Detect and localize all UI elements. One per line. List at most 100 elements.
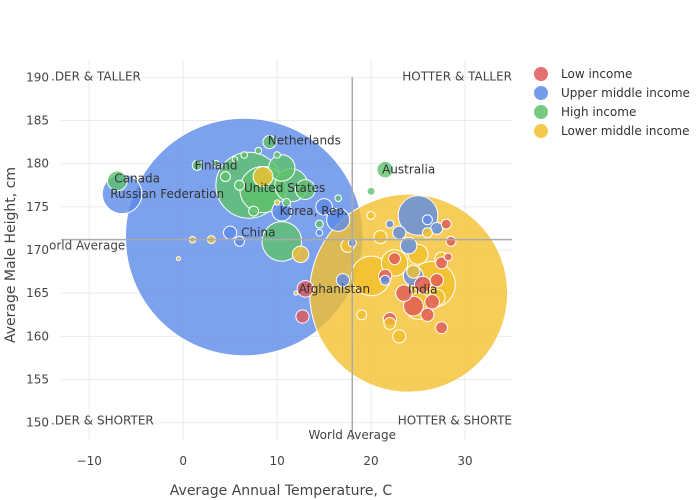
bubble-lower-middle-income[interactable] [273, 199, 281, 206]
legend-marker [534, 86, 548, 100]
y-tick-label: 150 [26, 416, 49, 430]
x-tick-label: 0 [179, 454, 187, 468]
country-label: United States [244, 181, 325, 195]
quadrant-label: HOTTER & TALLER [402, 69, 512, 83]
bubble-low-income[interactable] [295, 309, 310, 324]
bubble-high-income[interactable] [334, 194, 342, 202]
y-tick-label: 175 [26, 200, 49, 214]
bubble-upper-middle-income[interactable] [397, 195, 439, 236]
legend-marker [534, 124, 548, 138]
quadrant-label: HOTTER & SHORTE [398, 414, 512, 428]
bubble-low-income[interactable] [440, 218, 452, 230]
bubble-low-income[interactable] [402, 295, 424, 317]
bubble-high-income[interactable] [366, 186, 376, 196]
bubble-low-income[interactable] [445, 235, 457, 247]
bubble-high-income[interactable] [212, 159, 220, 168]
bubble-lower-middle-income[interactable] [293, 290, 299, 296]
country-label: Finland [195, 158, 238, 172]
bubble-upper-middle-income[interactable] [421, 214, 433, 226]
bubble-high-income[interactable] [376, 160, 394, 179]
bubble-high-income[interactable] [231, 156, 238, 163]
bubble-high-income[interactable] [262, 134, 277, 150]
legend-item[interactable]: High income [534, 105, 636, 119]
legend-marker [534, 105, 548, 119]
quadrant-label: .DER & SHORTER [51, 414, 154, 428]
country-label: Afghanistan [299, 282, 370, 296]
bubble-lower-middle-income[interactable] [373, 229, 388, 245]
bubble-low-income[interactable] [420, 307, 435, 322]
bubble-high-income[interactable] [294, 179, 316, 200]
bubble-high-income[interactable] [254, 146, 263, 155]
bubble-upper-middle-income[interactable] [385, 219, 395, 229]
bubble-high-income[interactable] [248, 205, 260, 217]
y-tick-label: 160 [26, 329, 49, 343]
bubble-high-income[interactable] [234, 179, 245, 191]
country-label: Netherlands [268, 133, 341, 147]
bubble-high-income[interactable] [106, 170, 128, 192]
bubble-low-income[interactable] [395, 284, 413, 302]
bubble-upper-middle-income[interactable] [223, 225, 238, 240]
bubble-low-income[interactable] [388, 252, 401, 266]
bubble-high-income[interactable] [273, 151, 281, 159]
y-tick-label: 185 [26, 113, 49, 127]
country-label: Russian Federation [110, 187, 224, 201]
bubble-high-income[interactable] [261, 221, 303, 262]
bubble-low-income[interactable] [413, 275, 432, 294]
y-tick-label: 170 [26, 243, 49, 257]
bubble-upper-middle-income[interactable] [335, 273, 350, 288]
legend-label: Upper middle income [561, 86, 690, 100]
legend-label: Low income [561, 67, 632, 81]
legend-label: Lower middle income [561, 124, 690, 138]
legend[interactable]: Low income Upper middle income High income… [534, 67, 690, 138]
bubble-upper-middle-income[interactable] [326, 207, 351, 232]
bubble-low-income[interactable] [296, 280, 315, 298]
reference-lines [61, 77, 512, 440]
bubble-upper-middle-income[interactable] [392, 225, 407, 240]
bubble-lower-middle-income[interactable] [252, 166, 274, 187]
bubbles [101, 117, 509, 393]
bubble-lower-middle-income[interactable] [366, 210, 376, 220]
country-label: Korea, Rep. [280, 204, 348, 218]
bubble-upper-middle-income[interactable] [399, 236, 418, 255]
bubble-high-income[interactable] [219, 171, 231, 183]
bubble-low-income[interactable] [435, 321, 448, 335]
y-tick-label: 155 [26, 373, 49, 387]
bubble-upper-middle-income[interactable] [430, 221, 444, 235]
country-label: China [241, 226, 275, 240]
legend-item[interactable]: Lower middle income [534, 124, 690, 138]
bubble-low-income[interactable] [443, 252, 453, 262]
bubble-lower-middle-income[interactable] [392, 329, 407, 344]
legend-item[interactable]: Upper middle income [534, 86, 690, 100]
y-tick-label: 165 [26, 286, 49, 300]
bubble-lower-middle-income[interactable] [356, 309, 368, 321]
bubble-upper-middle-income[interactable] [379, 274, 391, 286]
bubble-low-income[interactable] [429, 273, 444, 288]
x-tick-label: 20 [363, 454, 378, 468]
country-label: Canada [114, 171, 160, 185]
bubble-lower-middle-income[interactable] [291, 245, 310, 264]
bubble-low-income[interactable] [424, 294, 440, 310]
x-tick-label: −10 [77, 454, 102, 468]
bubble-high-income[interactable] [240, 151, 249, 159]
x-tick-label: 30 [457, 454, 472, 468]
legend-item[interactable]: Low income [534, 67, 632, 81]
world-average-x-label: World Average [309, 428, 396, 442]
y-tick-label: 190 [26, 70, 49, 84]
x-axis-title: Average Annual Temperature, C [170, 483, 393, 499]
bubble-lower-middle-income[interactable] [383, 316, 397, 330]
bubble-lower-middle-income[interactable] [421, 227, 433, 239]
bubble-upper-middle-income[interactable] [315, 228, 324, 237]
legend-label: High income [561, 105, 636, 119]
bubble-high-income[interactable] [282, 198, 291, 207]
chart-text: −10 0 10 20 30 150 155 160 165 170 175 180 185 190 Wor… [26, 69, 512, 468]
country-label: Australia [382, 163, 435, 177]
bubble-upper-middle-income[interactable] [315, 198, 333, 216]
x-tick-label: 10 [269, 454, 284, 468]
bubble-lower-middle-income[interactable] [175, 256, 181, 262]
bubble-high-income[interactable] [191, 159, 203, 171]
bubble-low-income[interactable] [435, 256, 448, 270]
legend-marker [534, 67, 548, 81]
bubble-lower-middle-income[interactable] [406, 264, 421, 279]
bubble-high-income[interactable] [314, 219, 324, 229]
